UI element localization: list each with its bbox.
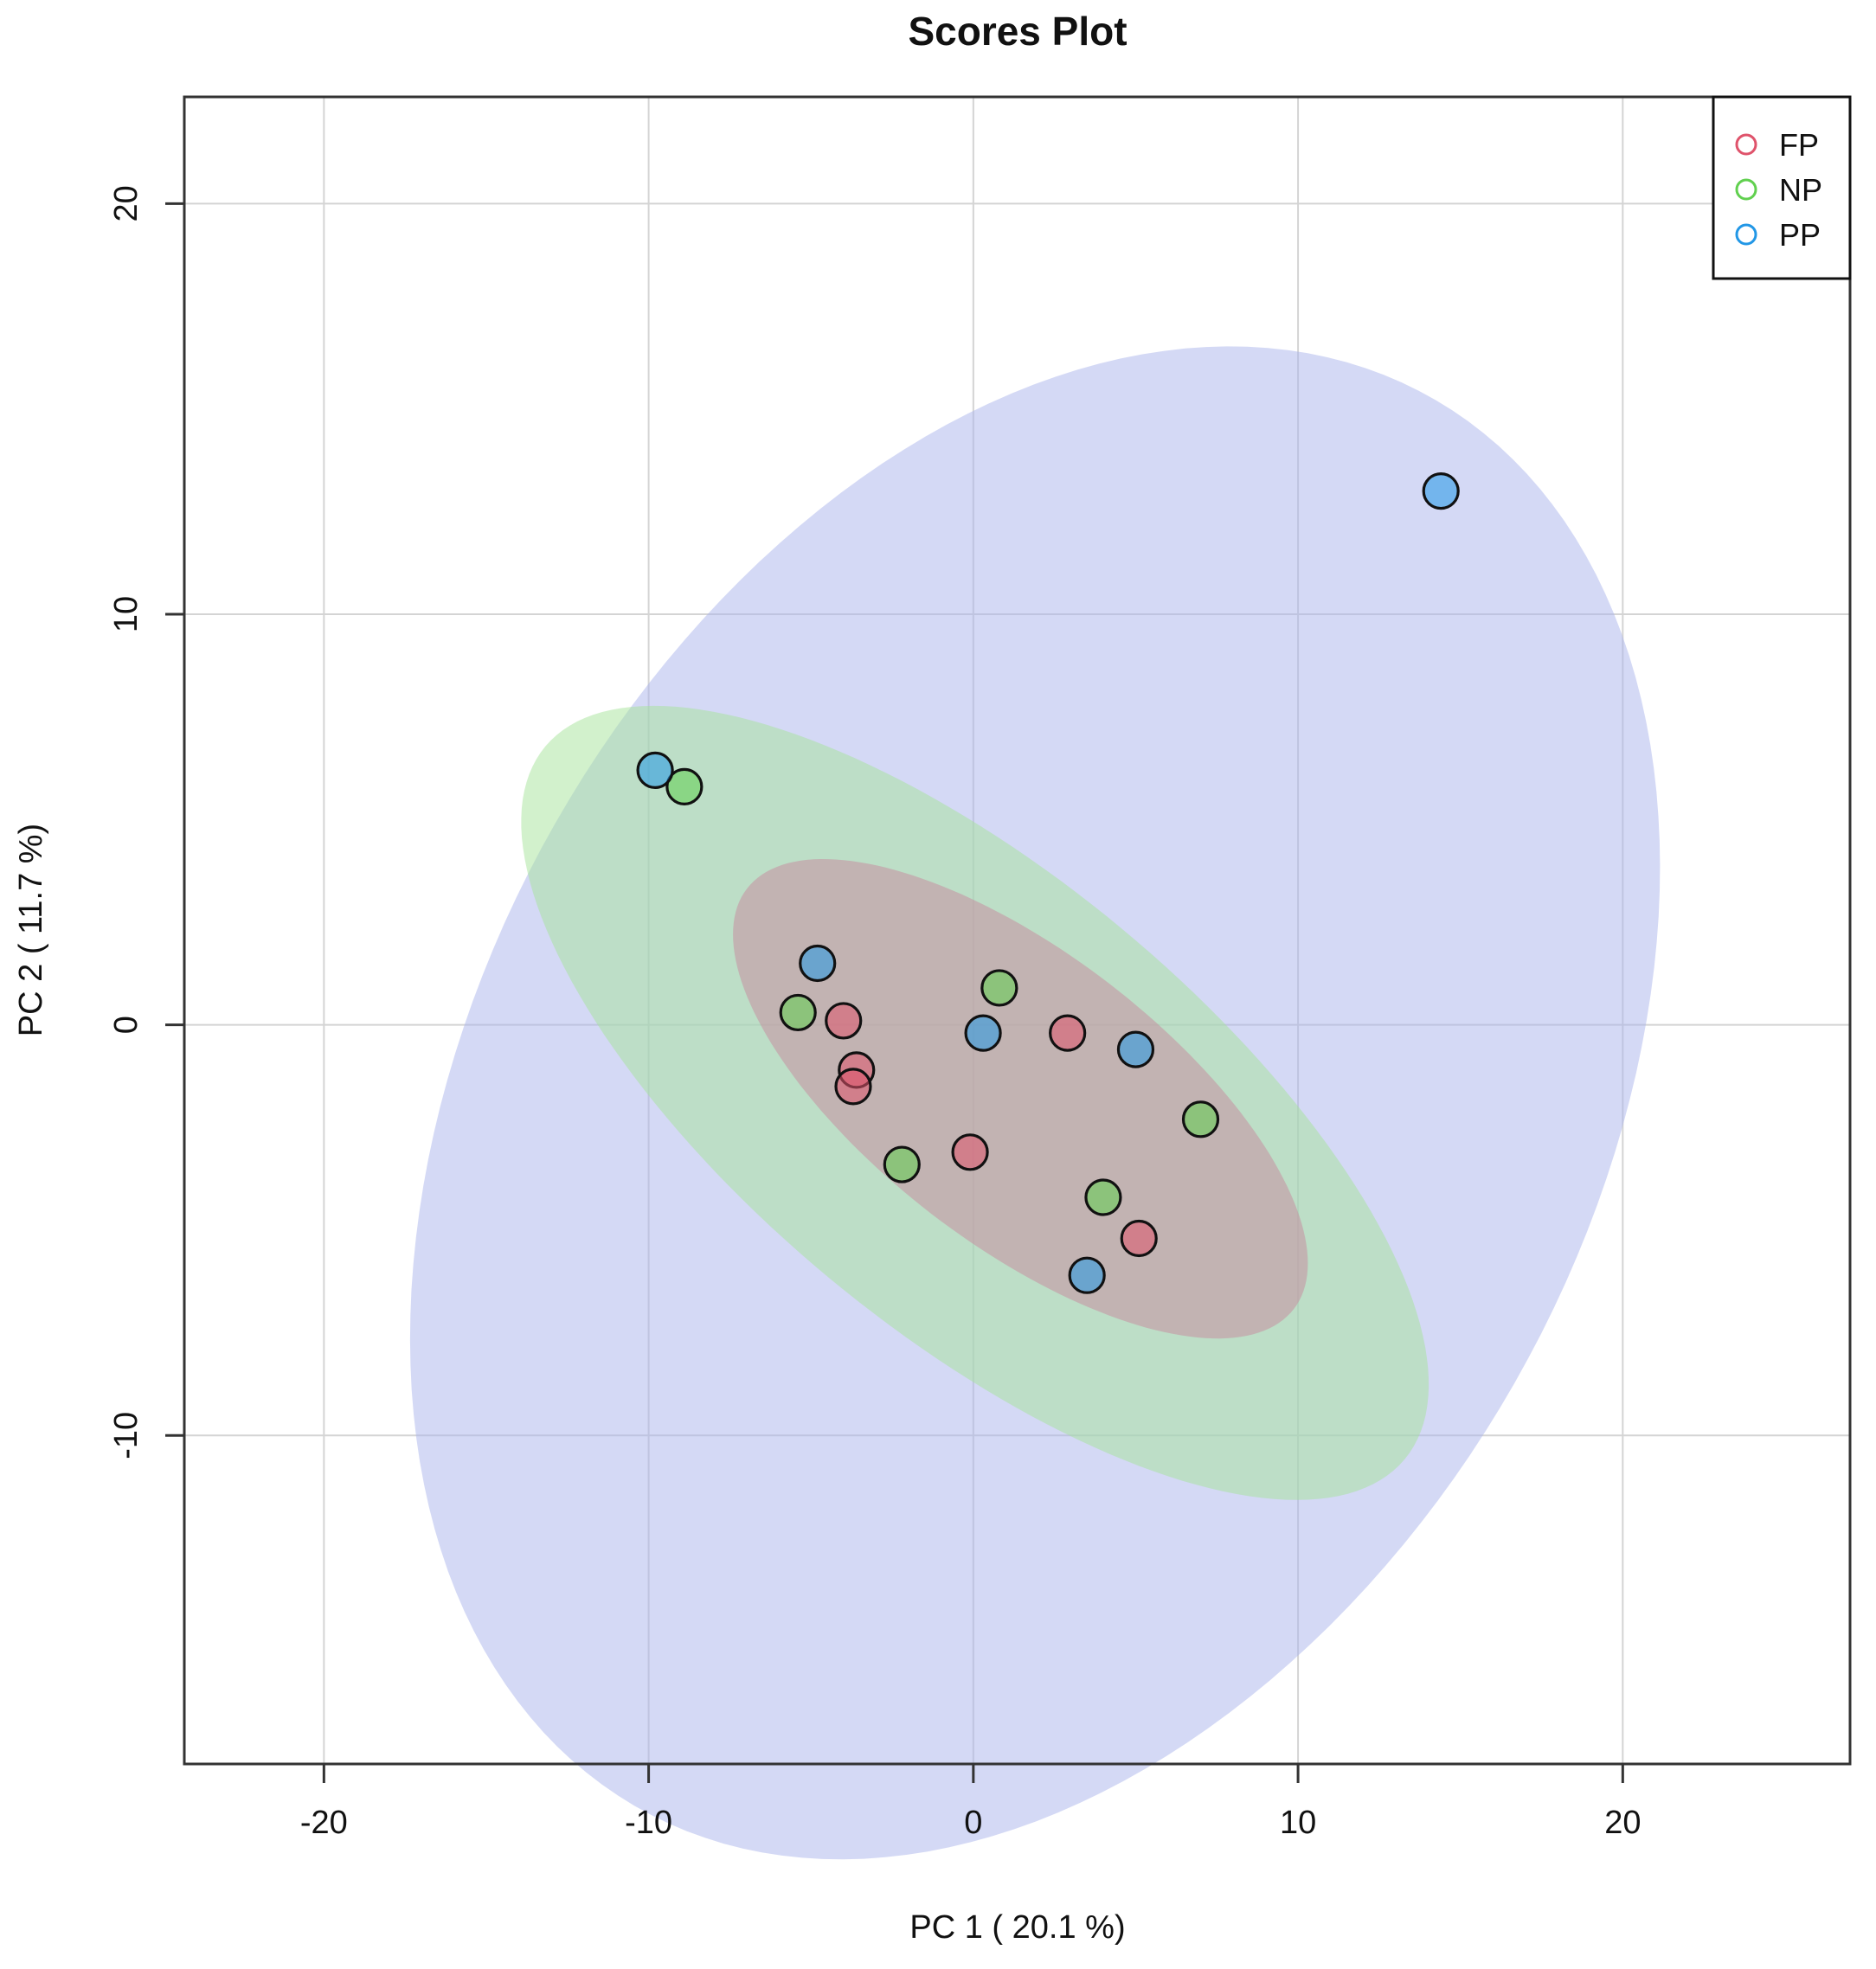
point-fp-3 bbox=[951, 1133, 989, 1171]
point-pp-0 bbox=[636, 751, 674, 789]
y-tick-label-1: 0 bbox=[108, 1016, 145, 1034]
point-np-0 bbox=[779, 993, 817, 1032]
x-axis-ticks: -20 -10 0 10 20 bbox=[300, 1764, 1641, 1841]
y-axis-ticks: -10 0 10 20 bbox=[108, 185, 184, 1459]
point-pp-4 bbox=[1068, 1256, 1106, 1294]
score-points bbox=[636, 472, 1460, 1294]
y-tick-label-2: 10 bbox=[108, 596, 145, 632]
point-pp-2 bbox=[964, 1014, 1002, 1052]
point-fp-0 bbox=[825, 1002, 863, 1040]
y-tick-label-3: 20 bbox=[108, 185, 145, 221]
confidence-ellipses bbox=[409, 346, 1661, 1860]
legend-label-np: NP bbox=[1779, 172, 1822, 208]
point-np-3 bbox=[883, 1145, 921, 1183]
point-pp-5 bbox=[1422, 472, 1460, 510]
legend-label-fp: FP bbox=[1779, 127, 1819, 163]
point-fp-2 bbox=[834, 1068, 872, 1106]
point-np-4 bbox=[1181, 1100, 1220, 1138]
legend: FP NP PP bbox=[1712, 95, 1852, 280]
plot-frame bbox=[183, 95, 1852, 1766]
point-fp-5 bbox=[1120, 1219, 1158, 1258]
legend-marker-np bbox=[1735, 178, 1757, 201]
y-axis-label: PC 2 ( 11.7 %) bbox=[13, 824, 49, 1036]
x-axis-label: PC 1 ( 20.1 %) bbox=[909, 1909, 1125, 1946]
x-tick-label-4: 20 bbox=[1604, 1805, 1641, 1841]
legend-label-pp: PP bbox=[1779, 217, 1821, 253]
point-fp-4 bbox=[1049, 1014, 1087, 1052]
point-pp-3 bbox=[1116, 1030, 1155, 1068]
x-tick-label-0: -20 bbox=[300, 1805, 348, 1841]
x-tick-label-1: -10 bbox=[625, 1805, 672, 1841]
x-tick-label-2: 0 bbox=[964, 1805, 982, 1841]
point-np-5 bbox=[1084, 1178, 1122, 1216]
ellipse-fp bbox=[733, 859, 1308, 1339]
chart-title: Scores Plot bbox=[908, 9, 1127, 54]
legend-marker-pp bbox=[1735, 223, 1757, 246]
point-np-1 bbox=[665, 767, 704, 805]
y-tick-label-0: -10 bbox=[108, 1412, 145, 1459]
point-np-2 bbox=[980, 969, 1018, 1007]
point-pp-1 bbox=[799, 944, 837, 983]
legend-marker-fp bbox=[1735, 133, 1757, 156]
x-tick-label-3: 10 bbox=[1280, 1805, 1316, 1841]
